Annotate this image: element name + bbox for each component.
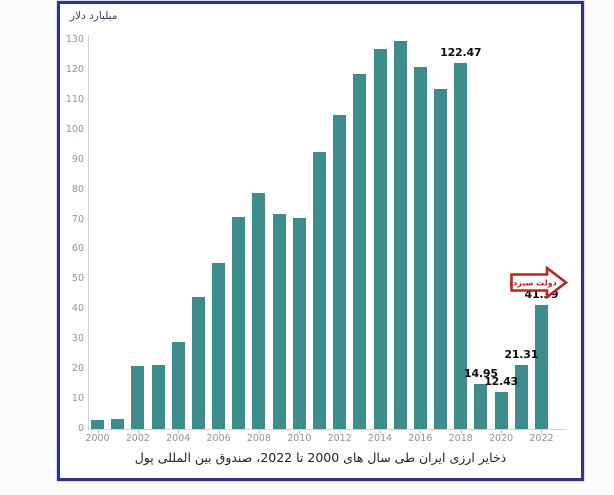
bar-2006 [212, 262, 226, 429]
x-tick-2010: 2010 [287, 433, 312, 444]
bar-2020 [494, 391, 508, 429]
bar-2004 [171, 342, 185, 429]
bar-2014 [373, 48, 387, 429]
bar-2007 [232, 216, 246, 429]
bar-2019 [474, 384, 488, 429]
x-tick-mark-2020 [501, 430, 503, 434]
y-tick-110: 110 [65, 93, 84, 105]
bar-2009 [272, 213, 286, 429]
right-arrow-icon: دولت سیزدهم [501, 265, 569, 300]
x-tick-2022: 2022 [529, 433, 554, 444]
bar-2018 [454, 62, 468, 429]
x-tick-mark-2000 [97, 430, 99, 434]
x-tick-mark-2006 [218, 430, 220, 434]
x-tick-mark-2016 [420, 430, 422, 434]
bar-2000 [91, 420, 104, 429]
y-tick-20: 20 [71, 363, 84, 375]
bar-2001 [111, 418, 125, 429]
bar-2021 [514, 365, 528, 429]
y-tick-30: 30 [71, 333, 84, 345]
bar-2011 [312, 152, 326, 429]
bar-2005 [191, 297, 205, 429]
y-axis-unit-label: میلیارد دلار [70, 10, 118, 22]
x-tick-2006: 2006 [206, 433, 231, 444]
bar-2002 [131, 366, 145, 429]
y-tick-100: 100 [65, 123, 84, 135]
x-tick-2002: 2002 [125, 433, 150, 444]
x-tick-mark-2018 [460, 430, 462, 434]
bar-value-label-2018: 122.47 [440, 45, 482, 59]
bar-2010 [292, 218, 306, 429]
x-tick-2004: 2004 [166, 433, 191, 444]
bar-2008 [252, 192, 266, 429]
y-tick-60: 60 [71, 243, 84, 255]
x-tick-2016: 2016 [408, 433, 433, 444]
x-tick-2014: 2014 [367, 433, 393, 444]
chart-caption: ذخایر ارزی ایران طی سال های 2000 تا 2022… [134, 450, 507, 465]
y-tick-0: 0 [77, 423, 84, 434]
bar-2015 [393, 41, 407, 429]
y-tick-50: 50 [71, 273, 84, 285]
x-tick-2018: 2018 [448, 433, 473, 444]
x-tick-2008: 2008 [246, 433, 272, 444]
bar-value-label-2021: 21.31 [504, 348, 539, 362]
x-axis-line [88, 429, 566, 430]
y-tick-80: 80 [71, 183, 84, 195]
bar-2013 [353, 74, 367, 429]
bar-2012 [333, 114, 347, 429]
bar-2017 [434, 89, 448, 429]
government-13-arrow-annotation: دولت سیزدهم [501, 265, 569, 300]
x-tick-mark-2022 [541, 430, 543, 434]
x-tick-2000: 2000 [85, 433, 110, 444]
x-tick-2020: 2020 [489, 433, 514, 444]
y-tick-90: 90 [71, 153, 84, 165]
y-tick-40: 40 [71, 303, 84, 315]
bar-2003 [151, 364, 165, 429]
x-tick-mark-2008 [258, 430, 260, 434]
y-tick-70: 70 [71, 213, 84, 225]
arrow-label: دولت سیزدهم [510, 279, 557, 288]
x-tick-mark-2010 [299, 430, 301, 434]
x-tick-mark-2002 [137, 430, 139, 434]
chart-frame: میلیارد دلار 0 10 20 30 40 50 60 70 80 90 100 110 12… [57, 1, 584, 481]
x-tick-2012: 2012 [327, 433, 352, 444]
y-tick-130: 130 [65, 34, 84, 45]
bar-value-label-2019: 14.95 [464, 367, 498, 381]
y-axis-line [88, 35, 89, 430]
x-tick-mark-2014 [380, 430, 382, 434]
bar-2022 [534, 305, 548, 429]
x-tick-mark-2012 [339, 430, 341, 434]
x-tick-mark-2004 [178, 430, 180, 434]
bar-2016 [413, 66, 427, 429]
y-tick-10: 10 [71, 393, 84, 405]
bar-value-label-2020: 12.43 [484, 374, 518, 388]
y-tick-120: 120 [65, 63, 84, 75]
